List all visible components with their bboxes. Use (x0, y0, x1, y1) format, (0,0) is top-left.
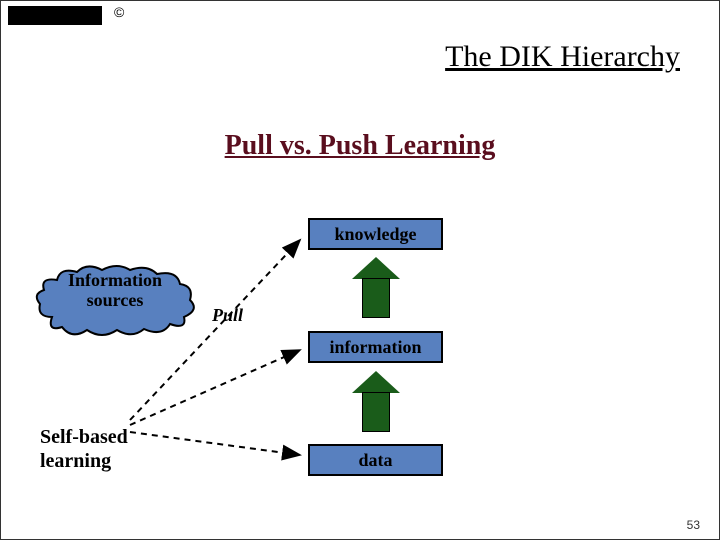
dashed-arrows-icon (0, 0, 720, 540)
page-number: 53 (687, 518, 700, 532)
